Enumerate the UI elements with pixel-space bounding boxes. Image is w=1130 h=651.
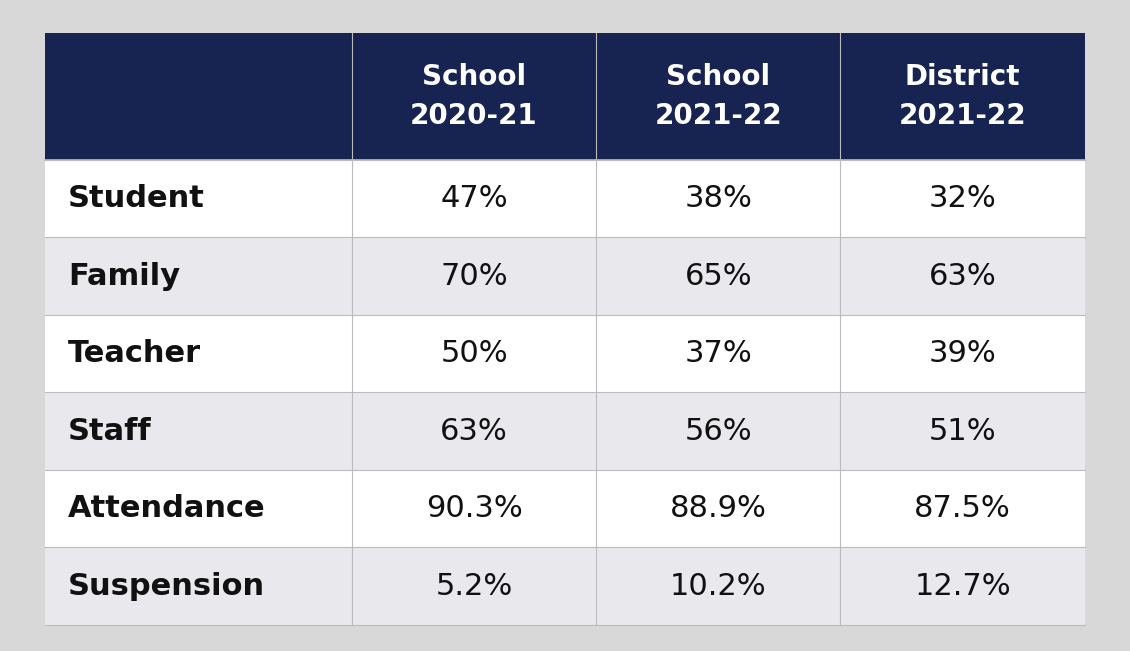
Text: 37%: 37%: [685, 339, 753, 368]
Text: 70%: 70%: [441, 262, 507, 291]
FancyBboxPatch shape: [45, 160, 1085, 238]
Text: 12.7%: 12.7%: [914, 572, 1011, 601]
Text: Family: Family: [68, 262, 180, 291]
Text: School
2021-22: School 2021-22: [654, 62, 782, 130]
FancyBboxPatch shape: [45, 470, 1085, 547]
Text: Suspension: Suspension: [68, 572, 264, 601]
Text: 5.2%: 5.2%: [435, 572, 513, 601]
FancyBboxPatch shape: [45, 393, 1085, 470]
Text: 63%: 63%: [441, 417, 507, 446]
Text: Attendance: Attendance: [68, 494, 266, 523]
FancyBboxPatch shape: [45, 33, 1085, 625]
Text: 51%: 51%: [929, 417, 997, 446]
Text: 88.9%: 88.9%: [670, 494, 767, 523]
Text: 47%: 47%: [441, 184, 507, 213]
Text: Staff: Staff: [68, 417, 151, 446]
Text: 90.3%: 90.3%: [426, 494, 522, 523]
FancyBboxPatch shape: [351, 33, 597, 160]
FancyBboxPatch shape: [45, 547, 1085, 625]
Text: 38%: 38%: [685, 184, 753, 213]
Text: 32%: 32%: [929, 184, 997, 213]
Text: 65%: 65%: [685, 262, 753, 291]
Text: Student: Student: [68, 184, 205, 213]
Text: 10.2%: 10.2%: [670, 572, 766, 601]
Text: 87.5%: 87.5%: [914, 494, 1011, 523]
FancyBboxPatch shape: [597, 33, 841, 160]
FancyBboxPatch shape: [45, 238, 1085, 315]
Text: District
2021-22: District 2021-22: [898, 62, 1026, 130]
Text: School
2020-21: School 2020-21: [410, 62, 538, 130]
Text: Teacher: Teacher: [68, 339, 201, 368]
FancyBboxPatch shape: [45, 33, 351, 160]
Text: 63%: 63%: [929, 262, 997, 291]
FancyBboxPatch shape: [841, 33, 1085, 160]
FancyBboxPatch shape: [45, 315, 1085, 393]
Text: 39%: 39%: [929, 339, 997, 368]
Text: 50%: 50%: [441, 339, 507, 368]
Text: 56%: 56%: [685, 417, 753, 446]
